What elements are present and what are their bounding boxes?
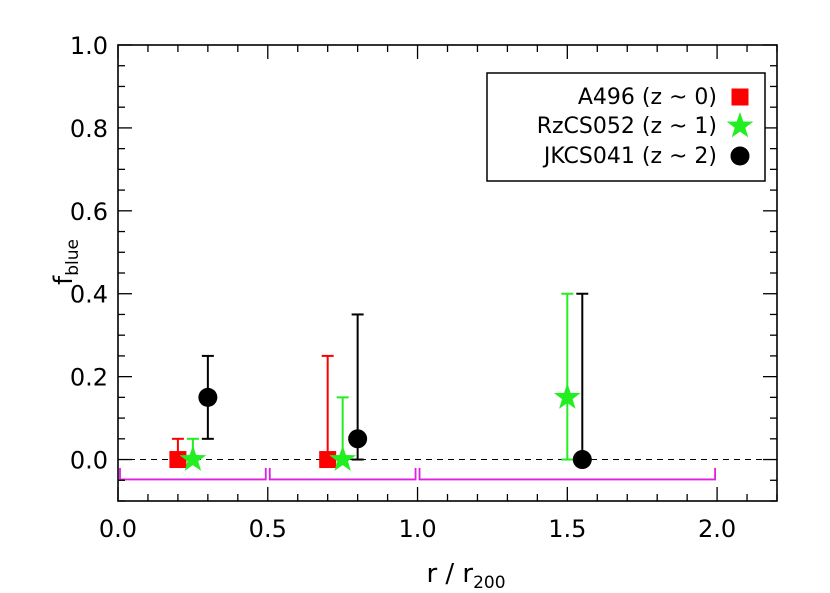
point-s2-p2 — [572, 450, 592, 470]
radial-bin-bracket-0 — [119, 467, 267, 481]
y-tick-label-5: 1.0 — [70, 32, 108, 60]
x-axis-title-sub: 200 — [473, 573, 505, 593]
point-s1-p1 — [329, 445, 356, 471]
radial-bin-bracket-1 — [268, 467, 417, 481]
legend-label-rzcs052: RzCS052 (z ~ 1) — [537, 114, 717, 139]
legend-label-a496: A496 (z ~ 0) — [578, 85, 717, 110]
y-tick-label-2: 0.4 — [70, 281, 108, 309]
axis-ticks — [117, 44, 778, 502]
radial-bin-bracket-2 — [418, 467, 716, 481]
plot-marks — [118, 292, 777, 481]
x-tick-label-0: 0.0 — [99, 515, 137, 543]
x-tick-label-2: 1.0 — [398, 515, 436, 543]
x-axis-title-main: r / r — [426, 559, 473, 589]
point-s1-p0 — [179, 445, 207, 471]
legend-marker-1 — [726, 112, 754, 138]
y-tick-label-1: 0.2 — [70, 364, 108, 392]
x-tick-label-4: 2.0 — [698, 515, 736, 543]
legend-markers — [726, 88, 754, 166]
y-axis-title-sub: blue — [63, 239, 83, 276]
point-s2-p1 — [348, 429, 368, 449]
legend-label-jkcs041: JKCS041 (z ~ 2) — [542, 144, 717, 169]
x-tick-label-1: 0.5 — [249, 515, 287, 543]
point-s2-p0 — [198, 387, 218, 407]
x-tick-label-3: 1.5 — [548, 515, 586, 543]
y-axis-title-main: f — [49, 275, 79, 285]
y-axis-title: fblue — [49, 239, 83, 285]
point-s0-p0 — [169, 451, 187, 469]
legend-box — [486, 72, 766, 182]
x-axis-title: r / r200 — [426, 559, 505, 593]
legend-marker-0 — [731, 88, 749, 106]
legend: A496 (z ~ 0) RzCS052 (z ~ 1) JKCS041 (z … — [486, 72, 766, 182]
point-s1-p2 — [554, 383, 581, 409]
y-tick-label-3: 0.6 — [70, 198, 108, 226]
y-tick-label-4: 0.8 — [70, 115, 108, 143]
tick-labels: 0.0 0.5 1.0 1.5 2.0 0.0 0.2 0.4 0.6 0.8 1.0 — [70, 32, 736, 543]
point-s0-p1 — [319, 451, 337, 469]
legend-marker-2 — [730, 146, 750, 166]
y-tick-label-0: 0.0 — [70, 447, 108, 475]
